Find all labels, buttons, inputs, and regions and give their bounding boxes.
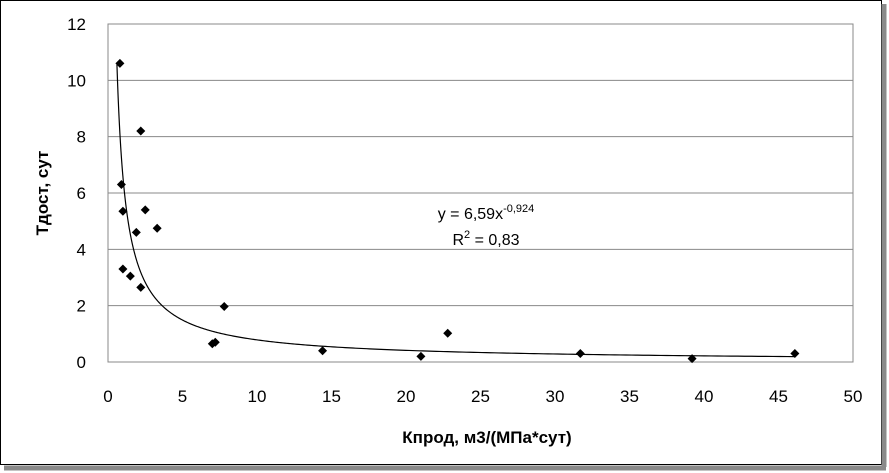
data-point	[790, 349, 800, 359]
trendline-group	[116, 64, 795, 358]
data-point	[443, 328, 453, 338]
plot-area-border	[107, 23, 854, 363]
data-points	[115, 58, 800, 364]
x-tick-label: 10	[248, 387, 267, 406]
data-point	[136, 282, 146, 292]
y-tick-label: 2	[77, 297, 86, 316]
chart-frame	[0, 0, 882, 465]
y-tick-label: 4	[77, 240, 86, 259]
x-tick-label: 30	[546, 387, 565, 406]
data-point	[210, 337, 220, 347]
data-point	[575, 349, 585, 359]
y-tick-label: 10	[67, 71, 86, 90]
data-point	[219, 302, 229, 312]
x-tick-label: 25	[471, 387, 490, 406]
r-squared-label: R2 = 0,83	[452, 229, 519, 249]
y-tick-label: 0	[77, 353, 86, 372]
x-tick-label: 45	[769, 387, 788, 406]
y-tick-label: 6	[77, 184, 86, 203]
data-point	[140, 205, 150, 215]
x-tick-label: 15	[322, 387, 341, 406]
data-point	[152, 223, 162, 233]
data-point	[125, 271, 135, 281]
x-tick-label: 50	[844, 387, 863, 406]
x-tick-label: 40	[695, 387, 714, 406]
y-axis-title: Тдост, сут	[33, 151, 52, 236]
data-point	[687, 354, 697, 364]
data-point	[118, 206, 128, 216]
y-tick-label: 12	[67, 15, 86, 34]
data-point	[318, 346, 328, 356]
x-axis-title: Кпрод, м3/(МПа*сут)	[402, 428, 571, 447]
power-trendline	[116, 64, 795, 358]
data-point	[116, 180, 126, 190]
x-tick-label: 35	[620, 387, 639, 406]
x-tick-label: 5	[178, 387, 187, 406]
data-point	[136, 126, 146, 136]
data-point	[115, 58, 125, 68]
tick-labels: 0 2 4 6 8 10 12 0 5 10 15 20 25 30 35 40 45 50	[67, 15, 862, 406]
data-point	[118, 264, 128, 274]
data-point	[416, 351, 426, 361]
y-tick-label: 8	[77, 128, 86, 147]
x-tick-label: 0	[103, 387, 112, 406]
data-point	[131, 227, 141, 237]
equation-label: y = 6,59x-0,924	[438, 203, 535, 223]
x-tick-label: 20	[397, 387, 416, 406]
